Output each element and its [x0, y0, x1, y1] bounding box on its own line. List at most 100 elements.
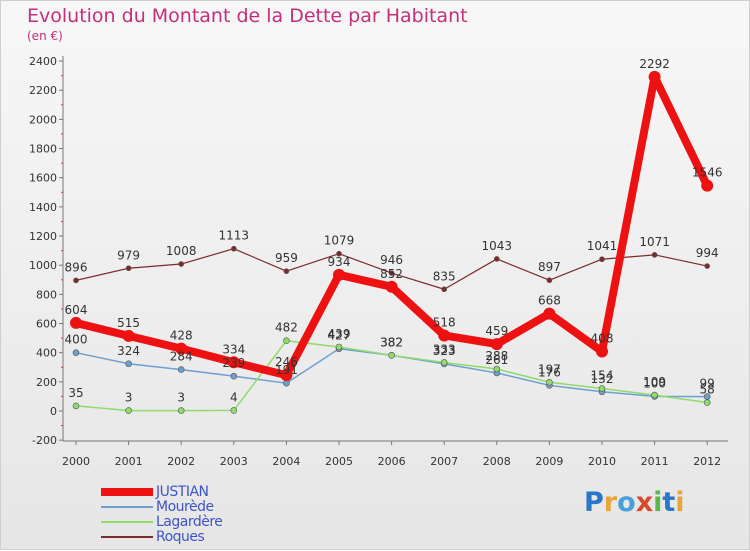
data-label: 946: [380, 253, 403, 267]
y-tick-label: -200: [32, 434, 57, 447]
data-point: [73, 277, 79, 284]
logo-letter: r: [603, 487, 618, 518]
data-point: [648, 70, 661, 83]
data-point: [175, 342, 188, 355]
data-point: [177, 366, 185, 373]
data-label: 408: [591, 332, 614, 346]
y-tick-label: 1000: [29, 259, 57, 272]
chart-subtitle: (en €): [27, 29, 63, 43]
data-point: [70, 316, 82, 329]
legend-label: Lagardère: [156, 514, 223, 530]
y-tick-label: 600: [36, 318, 57, 331]
data-point: [125, 360, 132, 368]
y-tick-label: 1200: [29, 230, 57, 243]
x-tick-label: 2001: [115, 455, 143, 468]
data-label: 482: [275, 321, 298, 335]
data-label: 1079: [324, 234, 355, 248]
x-tick-label: 2006: [378, 455, 406, 468]
data-point: [177, 407, 185, 414]
data-label: 334: [222, 342, 245, 356]
legend-item-justian: JUSTIAN: [101, 484, 301, 500]
data-point: [230, 407, 238, 414]
x-tick-label: 2012: [693, 455, 721, 468]
data-point: [438, 329, 451, 342]
x-tick-label: 2009: [535, 455, 563, 468]
data-label: 668: [538, 294, 561, 308]
data-point: [336, 250, 342, 257]
data-label: 427: [328, 329, 351, 343]
legend-item-lagardère: Lagardère: [101, 514, 301, 530]
data-point: [543, 307, 556, 320]
data-label: 459: [485, 324, 508, 338]
data-point: [546, 378, 553, 386]
data-point: [72, 349, 80, 356]
data-label: 176: [538, 365, 561, 379]
data-label: 246: [275, 355, 298, 369]
data-label: 1546: [692, 166, 723, 180]
legend-swatch: [101, 536, 153, 538]
logo-letter: o: [617, 487, 636, 518]
data-point: [546, 277, 553, 284]
data-label: 439: [328, 327, 351, 341]
data-point: [440, 359, 448, 366]
data-point: [333, 268, 345, 281]
x-tick-label: 2007: [430, 455, 458, 468]
data-point: [703, 399, 711, 406]
data-point: [231, 245, 237, 252]
y-tick-label: 1800: [29, 143, 57, 156]
data-point: [280, 369, 293, 382]
data-label: 154: [591, 369, 614, 383]
data-point: [490, 338, 503, 351]
legend-swatch: [101, 488, 153, 496]
data-point: [178, 261, 184, 267]
y-tick-label: 1400: [29, 201, 57, 214]
data-point: [598, 385, 606, 392]
data-label: 2292: [639, 57, 670, 71]
data-label: 979: [117, 248, 140, 262]
data-label: 324: [117, 344, 140, 358]
data-point: [227, 356, 240, 369]
legend-item-roques: Roques: [101, 529, 301, 545]
data-label: 1008: [166, 244, 197, 258]
legend-swatch: [101, 521, 153, 523]
logo-letter: P: [584, 487, 604, 518]
x-tick-label: 2003: [220, 455, 248, 468]
legend-item-mourède: Mourède: [101, 499, 301, 515]
logo-letter: i: [653, 487, 663, 518]
data-label: 323: [433, 344, 456, 358]
data-label: 852: [380, 267, 403, 281]
data-label: 515: [117, 316, 140, 330]
data-label: 261: [485, 353, 508, 367]
x-tick-label: 2008: [483, 455, 511, 468]
data-label: 959: [275, 251, 298, 265]
data-point: [388, 270, 395, 276]
x-tick-label: 2011: [641, 455, 669, 468]
data-label: 191: [275, 363, 298, 377]
data-label: 333: [433, 342, 456, 356]
data-label: 58: [700, 383, 715, 397]
data-label: 288: [485, 349, 508, 363]
data-label: 835: [433, 269, 456, 283]
logo-letter: x: [635, 487, 654, 518]
data-label: 4: [230, 390, 238, 404]
y-tick-label: 0: [50, 405, 57, 418]
y-tick-label: 2400: [29, 55, 57, 68]
data-label: 400: [65, 333, 88, 347]
data-label: 1041: [587, 239, 618, 253]
data-label: 3: [125, 391, 133, 405]
data-label: 35: [68, 386, 83, 400]
data-point: [335, 343, 343, 351]
data-label: 1113: [219, 229, 250, 243]
data-point: [283, 337, 290, 345]
legend-label: Mourède: [156, 499, 214, 515]
data-label: 897: [538, 260, 561, 274]
data-label: 132: [591, 372, 614, 386]
y-tick-label: 400: [36, 347, 57, 360]
x-tick-label: 2010: [588, 455, 616, 468]
data-label: 3: [177, 391, 185, 405]
data-label: 934: [328, 255, 351, 269]
data-point: [651, 391, 658, 399]
data-label: 100: [643, 376, 666, 390]
data-point: [122, 329, 135, 342]
